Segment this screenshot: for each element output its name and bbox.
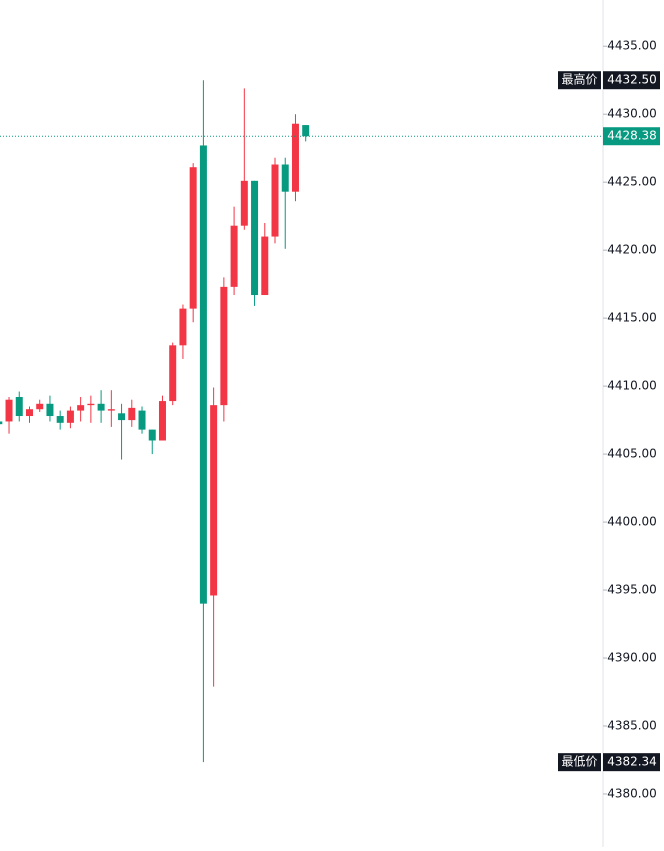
marker-text: 最高价	[561, 72, 597, 87]
candle-body	[66, 410, 74, 423]
y-tick-label: 4390.00	[607, 651, 657, 665]
marker-value-box	[603, 71, 660, 90]
candle-body	[107, 409, 115, 411]
candle-body	[271, 164, 279, 237]
y-tick-label: 4435.00	[607, 39, 657, 53]
candle-body	[118, 413, 126, 421]
marker-text-box	[558, 753, 601, 772]
candle-body	[291, 123, 299, 192]
candle-body	[128, 407, 136, 421]
y-tick-label: 4425.00	[607, 175, 657, 189]
candle-body	[281, 164, 289, 192]
candle-body	[169, 345, 177, 402]
candle-body	[240, 180, 248, 226]
candle-body	[148, 429, 156, 441]
candle-body	[210, 405, 218, 596]
y-tick-label: 4395.00	[607, 583, 657, 597]
candle-body	[158, 401, 166, 441]
marker-value-box	[603, 753, 660, 772]
candle-body	[261, 236, 269, 296]
y-tick-label: 4410.00	[607, 379, 657, 393]
candle-body	[87, 403, 95, 406]
y-tick-label: 4385.00	[607, 719, 657, 733]
candle-body	[199, 145, 207, 604]
y-tick-label: 4405.00	[607, 447, 657, 461]
last-price-tag	[603, 127, 660, 146]
candle-body	[179, 308, 187, 346]
y-tick-label: 4400.00	[607, 515, 657, 529]
candle-body	[77, 405, 85, 411]
candle-body	[138, 410, 146, 430]
candle-body	[302, 125, 310, 137]
candle-body	[25, 409, 33, 417]
y-tick-label: 4415.00	[607, 311, 657, 325]
candle-body	[36, 403, 44, 410]
candle-body	[0, 421, 3, 425]
candle-body	[56, 416, 64, 423]
candle-body	[15, 396, 23, 417]
candle-body	[251, 180, 259, 296]
marker-text: 最低价	[561, 755, 597, 769]
candle-body	[97, 403, 105, 411]
marker-value: 4432.50	[607, 73, 657, 87]
last-price-label: 4428.38	[607, 129, 657, 143]
candle-body	[220, 286, 228, 406]
candle-body	[230, 225, 238, 287]
candle-body	[189, 167, 197, 309]
marker-value: 4382.34	[607, 755, 657, 769]
y-tick-label: 4380.00	[607, 786, 657, 800]
candle-body	[5, 399, 13, 422]
y-tick-label: 4420.00	[607, 243, 657, 257]
y-tick-label: 4430.00	[607, 107, 657, 121]
candle-body	[46, 403, 54, 417]
marker-text-box	[558, 71, 601, 90]
